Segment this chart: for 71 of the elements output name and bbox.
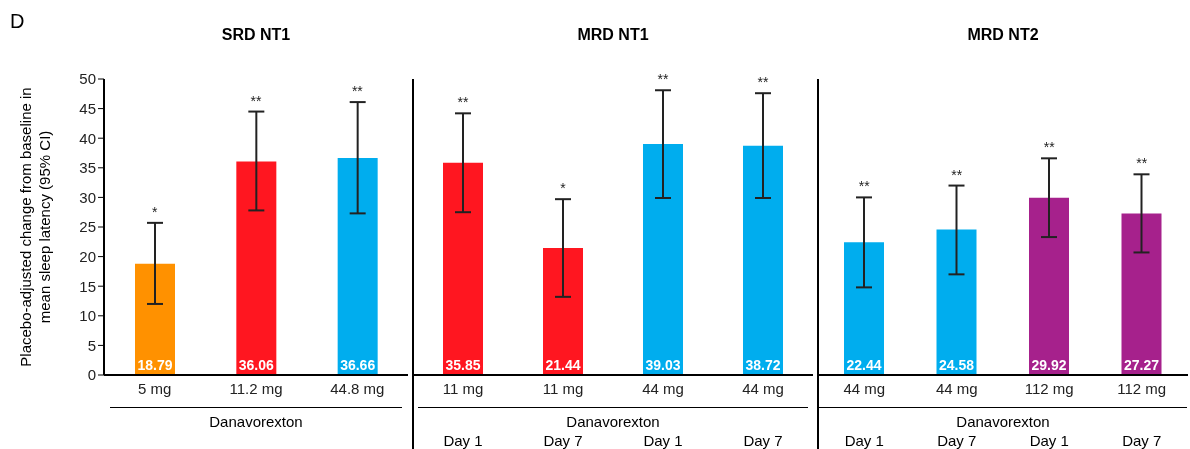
x-tick-label: 11 mg <box>442 379 484 397</box>
annotation: ** <box>351 83 364 100</box>
chart-title: MRD NT2 <box>966 26 1040 44</box>
chart-title: MRD NT1 <box>576 26 650 44</box>
data-label: 18.79 <box>137 357 173 373</box>
annotation: ** <box>1043 139 1056 156</box>
y-tick-label: 50 <box>79 70 96 88</box>
bar <box>135 263 175 375</box>
bar <box>236 161 277 375</box>
annotation: * <box>151 203 158 220</box>
bar <box>1121 213 1162 375</box>
y-tick-label: 30 <box>79 188 96 206</box>
annotation: ** <box>1136 155 1148 172</box>
bar <box>743 145 783 375</box>
bar <box>1029 197 1069 375</box>
y-tick-label: 35 <box>79 159 96 177</box>
data-label: 24.58 <box>938 357 975 373</box>
x-tick-label: 44 mg <box>935 379 978 397</box>
y-tick-label: 5 <box>87 336 96 354</box>
data-label: 36.06 <box>238 357 275 373</box>
y-axis-title: Placebo-adjusted change from baseline in mean sleep latency (95% CI) <box>16 86 54 369</box>
annotation: ** <box>457 94 469 111</box>
annotation: ** <box>757 74 769 91</box>
x-axis-title: Danavorexton <box>819 407 1187 430</box>
y-tick-label: 40 <box>79 129 96 147</box>
bar <box>337 157 378 375</box>
text: Day 7 <box>742 432 784 449</box>
chart-title: SRD NT1 <box>220 26 292 44</box>
data-label: 38.72 <box>745 357 781 373</box>
data-label: 36.66 <box>340 357 376 373</box>
annotation: ** <box>657 71 669 88</box>
x-axis-title: Danavorexton <box>109 407 403 430</box>
bar <box>643 143 683 375</box>
text: Day 1 <box>1028 432 1070 449</box>
x-tick-label: 11 mg <box>542 379 584 397</box>
annotation: * <box>560 180 567 197</box>
x-tick-label: 112 mg <box>1117 379 1167 397</box>
bar <box>936 229 977 375</box>
x-tick-label: 44 mg <box>843 379 886 397</box>
x-tick-label: 5 mg <box>137 379 172 397</box>
x-tick-label: 112 mg <box>1024 379 1074 397</box>
annotation: ** <box>858 178 871 195</box>
text: Day 7 <box>936 432 978 449</box>
annotation: ** <box>951 166 963 183</box>
x-tick-label: 11.2 mg <box>229 379 283 397</box>
data-label: 35.85 <box>445 357 481 373</box>
bar <box>543 248 583 375</box>
data-label: 39.03 <box>645 357 681 373</box>
text: D <box>10 10 25 33</box>
data-label: 29.92 <box>1031 357 1067 373</box>
y-tick-label: 45 <box>79 99 96 117</box>
text: Day 1 <box>642 432 684 449</box>
y-tick-label: 10 <box>79 307 96 325</box>
data-label: 22.44 <box>846 357 882 373</box>
bar <box>443 162 483 375</box>
x-tick-label: 44 mg <box>742 379 784 397</box>
data-label: 27.27 <box>1123 357 1160 373</box>
y-tick-label: 25 <box>79 218 96 236</box>
annotation: ** <box>250 92 262 109</box>
x-tick-label: 44.8 mg <box>330 379 385 397</box>
text: Day 1 <box>843 432 885 449</box>
x-axis-title: Danavorexton <box>418 407 808 430</box>
data-label: 21.44 <box>545 357 581 373</box>
x-tick-label: 44 mg <box>642 379 684 397</box>
y-tick-label: 0 <box>87 366 96 384</box>
text: Day 1 <box>442 432 484 449</box>
y-tick-label: 15 <box>79 277 96 295</box>
text: Day 7 <box>1121 432 1163 449</box>
bar <box>844 242 884 375</box>
text: Day 7 <box>542 432 584 449</box>
y-tick-label: 20 <box>79 247 96 265</box>
